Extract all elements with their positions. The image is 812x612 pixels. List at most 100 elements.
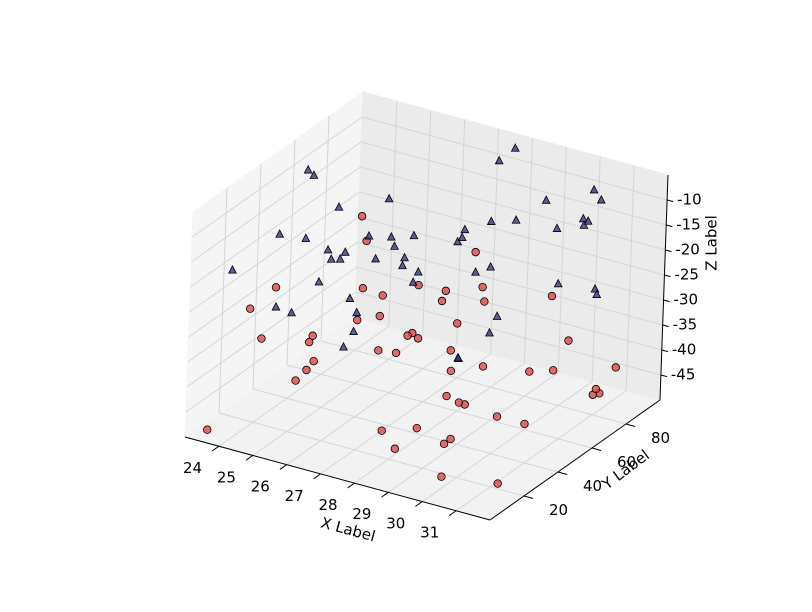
grid-line: [360, 166, 666, 251]
data-point: [492, 412, 502, 421]
x-tick-label: 28: [318, 496, 337, 514]
data-point: [400, 252, 409, 262]
z-tick-label: -15: [676, 216, 701, 234]
grid-line: [557, 147, 567, 373]
data-point: [203, 425, 212, 434]
grid-line: [422, 110, 432, 336]
grid-line: [359, 191, 665, 276]
data-point: [437, 296, 447, 306]
data-point: [377, 426, 386, 435]
data-point: [275, 229, 285, 238]
data-point: [323, 244, 333, 254]
data-point: [271, 283, 281, 292]
grid-line: [358, 216, 664, 301]
grid-line: [357, 241, 663, 326]
data-point: [478, 362, 488, 371]
grid-line: [286, 139, 296, 366]
data-point: [301, 233, 311, 242]
y-tick-label: 80: [651, 429, 670, 447]
data-point: [378, 291, 387, 300]
grid-line: [191, 116, 363, 238]
data-point: [391, 348, 401, 358]
grid-line: [625, 165, 635, 391]
data-point: [364, 230, 374, 240]
data-point: [478, 282, 487, 292]
data-point: [335, 254, 345, 263]
data-point: [548, 366, 558, 375]
z-tick-label: -45: [671, 366, 696, 384]
data-point: [228, 264, 237, 274]
grid-line: [320, 340, 627, 425]
tick-mark: [523, 495, 534, 499]
data-point: [611, 363, 620, 372]
grid-line: [388, 371, 559, 493]
z-axis-line: [659, 174, 669, 401]
data-point: [334, 202, 344, 211]
grid-line: [188, 216, 359, 338]
data-point: [454, 398, 464, 407]
data-point: [398, 260, 407, 270]
data-point: [485, 327, 494, 337]
data-point: [413, 334, 423, 343]
data-point: [589, 184, 599, 194]
data-point: [245, 304, 255, 313]
grid-line: [190, 166, 361, 288]
tick-mark: [279, 464, 287, 470]
data-point: [439, 439, 449, 449]
grid-line: [218, 187, 228, 414]
data-point: [340, 247, 350, 256]
data-point: [493, 479, 502, 488]
data-point: [345, 293, 355, 302]
data-point: [579, 220, 589, 229]
tick-mark: [381, 491, 389, 498]
data-point: [271, 301, 281, 311]
grid-line: [218, 325, 390, 447]
grid-line: [455, 390, 627, 512]
data-point: [442, 391, 451, 401]
data-point: [352, 307, 362, 317]
x-tick-label: 30: [386, 514, 405, 532]
data-point: [547, 291, 557, 301]
data-point: [541, 195, 551, 204]
tick-mark: [347, 482, 355, 489]
grid-line: [286, 344, 457, 466]
x-axis-line: [184, 436, 491, 521]
tick-mark: [661, 349, 669, 353]
data-point: [305, 337, 314, 347]
x-tick-label: 29: [352, 505, 371, 523]
grid-line: [456, 119, 466, 345]
data-point: [303, 164, 313, 174]
data-point: [471, 267, 481, 276]
grid-line: [361, 141, 667, 226]
data-point: [453, 319, 462, 328]
data-point: [591, 384, 601, 394]
tick-mark: [625, 423, 636, 427]
data-point: [441, 286, 451, 296]
data-point: [291, 376, 300, 385]
tick-mark: [660, 374, 668, 378]
data-point: [596, 194, 606, 204]
y-axis-line: [489, 399, 661, 521]
data-point: [486, 261, 496, 271]
data-point: [525, 367, 534, 376]
data-point: [486, 216, 496, 225]
data-point: [358, 284, 368, 293]
data-point: [471, 247, 480, 257]
grid-line: [388, 101, 398, 327]
x-tick-label: 31: [420, 524, 439, 542]
data-point: [480, 297, 489, 306]
grid-line: [185, 291, 357, 413]
grid-line: [186, 266, 358, 388]
z-tick-label: -20: [675, 241, 700, 259]
data-point: [453, 236, 463, 246]
data-point: [390, 444, 400, 453]
grid-line: [421, 381, 593, 502]
grid-line: [591, 156, 601, 382]
data-point: [552, 223, 562, 232]
data-point: [592, 289, 602, 298]
data-point: [386, 231, 396, 241]
y-tick-label: 60: [617, 453, 636, 471]
data-point: [494, 155, 504, 165]
tick-mark: [662, 324, 669, 328]
